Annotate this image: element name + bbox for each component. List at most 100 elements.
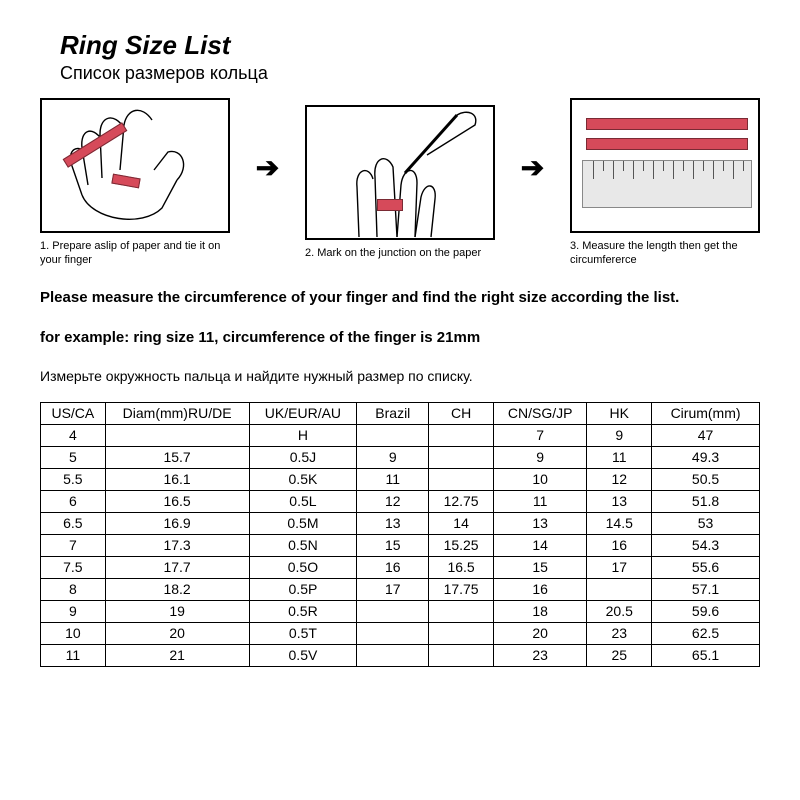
table-cell: 6 <box>41 490 106 512</box>
arrow-icon: ➔ <box>256 151 279 214</box>
table-cell <box>429 644 494 666</box>
table-cell: 62.5 <box>652 622 760 644</box>
table-cell: 0.5V <box>249 644 357 666</box>
table-row: 717.30.5N1515.25141654.3 <box>41 534 760 556</box>
table-cell <box>429 468 494 490</box>
table-cell <box>429 424 494 446</box>
step-1-illustration <box>40 98 230 233</box>
table-cell: 25 <box>587 644 652 666</box>
table-cell: 17.7 <box>105 556 249 578</box>
table-header-cell: CN/SG/JP <box>493 402 586 424</box>
table-cell: 65.1 <box>652 644 760 666</box>
hand-icon <box>42 100 230 233</box>
table-cell: 57.1 <box>652 578 760 600</box>
instruction-en-2: for example: ring size 11, circumference… <box>40 326 760 350</box>
step-3-caption: 3. Measure the length then get the circu… <box>570 239 760 268</box>
table-cell: 0.5T <box>249 622 357 644</box>
table-cell: 11 <box>357 468 429 490</box>
table-cell: 7 <box>41 534 106 556</box>
table-cell: 49.3 <box>652 446 760 468</box>
table-cell: 11 <box>41 644 106 666</box>
table-cell <box>429 446 494 468</box>
step-3-illustration <box>570 98 760 233</box>
table-cell: 23 <box>493 644 586 666</box>
table-header-cell: Cirum(mm) <box>652 402 760 424</box>
table-cell: 12.75 <box>429 490 494 512</box>
table-cell: 11 <box>493 490 586 512</box>
table-cell: 55.6 <box>652 556 760 578</box>
table-cell: 10 <box>41 622 106 644</box>
table-cell: 6.5 <box>41 512 106 534</box>
table-cell: 10 <box>493 468 586 490</box>
table-cell: 21 <box>105 644 249 666</box>
table-header-cell: CH <box>429 402 494 424</box>
table-cell <box>357 644 429 666</box>
step-3: 3. Measure the length then get the circu… <box>570 98 760 268</box>
table-cell: 20 <box>105 622 249 644</box>
table-cell: 15 <box>357 534 429 556</box>
table-cell: 13 <box>493 512 586 534</box>
table-cell: H <box>249 424 357 446</box>
instruction-ru: Измерьте окружность пальца и найдите нуж… <box>40 368 760 384</box>
table-cell: 9 <box>41 600 106 622</box>
table-row: 5.516.10.5K11101250.5 <box>41 468 760 490</box>
table-cell: 9 <box>493 446 586 468</box>
table-cell: 0.5O <box>249 556 357 578</box>
steps-row: 1. Prepare aslip of paper and tie it on … <box>40 98 760 268</box>
table-row: 10200.5T202362.5 <box>41 622 760 644</box>
table-header-cell: Diam(mm)RU/DE <box>105 402 249 424</box>
table-cell: 8 <box>41 578 106 600</box>
table-cell: 9 <box>357 446 429 468</box>
table-row: 515.70.5J991149.3 <box>41 446 760 468</box>
table-cell: 54.3 <box>652 534 760 556</box>
table-cell: 18 <box>493 600 586 622</box>
table-cell: 16 <box>587 534 652 556</box>
step-1: 1. Prepare aslip of paper and tie it on … <box>40 98 230 268</box>
table-row: 4H7947 <box>41 424 760 446</box>
table-cell: 7 <box>493 424 586 446</box>
step-1-caption: 1. Prepare aslip of paper and tie it on … <box>40 239 230 268</box>
table-cell: 12 <box>587 468 652 490</box>
table-cell: 14 <box>493 534 586 556</box>
table-cell: 5.5 <box>41 468 106 490</box>
table-cell <box>357 424 429 446</box>
table-cell: 19 <box>105 600 249 622</box>
page-subtitle: Список размеров кольца <box>60 63 760 84</box>
table-cell: 16 <box>357 556 429 578</box>
table-cell: 15.7 <box>105 446 249 468</box>
table-cell: 16.9 <box>105 512 249 534</box>
table-cell: 47 <box>652 424 760 446</box>
size-table: US/CADiam(mm)RU/DEUK/EUR/AUBrazilCHCN/SG… <box>40 402 760 667</box>
table-cell: 0.5J <box>249 446 357 468</box>
table-cell <box>105 424 249 446</box>
table-cell: 16.1 <box>105 468 249 490</box>
table-cell: 9 <box>587 424 652 446</box>
table-cell: 51.8 <box>652 490 760 512</box>
table-cell: 15.25 <box>429 534 494 556</box>
table-cell: 17 <box>357 578 429 600</box>
table-cell: 14 <box>429 512 494 534</box>
table-header-cell: US/CA <box>41 402 106 424</box>
instruction-en-1: Please measure the circumference of your… <box>40 286 760 310</box>
table-row: 11210.5V 232565.1 <box>41 644 760 666</box>
hand-mark-icon <box>307 107 495 240</box>
arrow-icon: ➔ <box>521 151 544 214</box>
table-cell: 18.2 <box>105 578 249 600</box>
table-cell: 0.5L <box>249 490 357 512</box>
table-cell: 0.5K <box>249 468 357 490</box>
table-header-cell: HK <box>587 402 652 424</box>
step-2-caption: 2. Mark on the junction on the paper <box>305 246 495 260</box>
page-title: Ring Size List <box>60 30 760 61</box>
table-row: 616.50.5L1212.75111351.8 <box>41 490 760 512</box>
table-cell: 23 <box>587 622 652 644</box>
step-2-illustration <box>305 105 495 240</box>
table-cell: 0.5R <box>249 600 357 622</box>
table-cell: 0.5M <box>249 512 357 534</box>
table-cell: 53 <box>652 512 760 534</box>
table-row: 9190.5R1820.559.6 <box>41 600 760 622</box>
table-cell <box>429 600 494 622</box>
table-cell: 17.3 <box>105 534 249 556</box>
table-cell: 20.5 <box>587 600 652 622</box>
table-row: 7.517.70.5O1616.5151755.6 <box>41 556 760 578</box>
table-cell: 16 <box>493 578 586 600</box>
